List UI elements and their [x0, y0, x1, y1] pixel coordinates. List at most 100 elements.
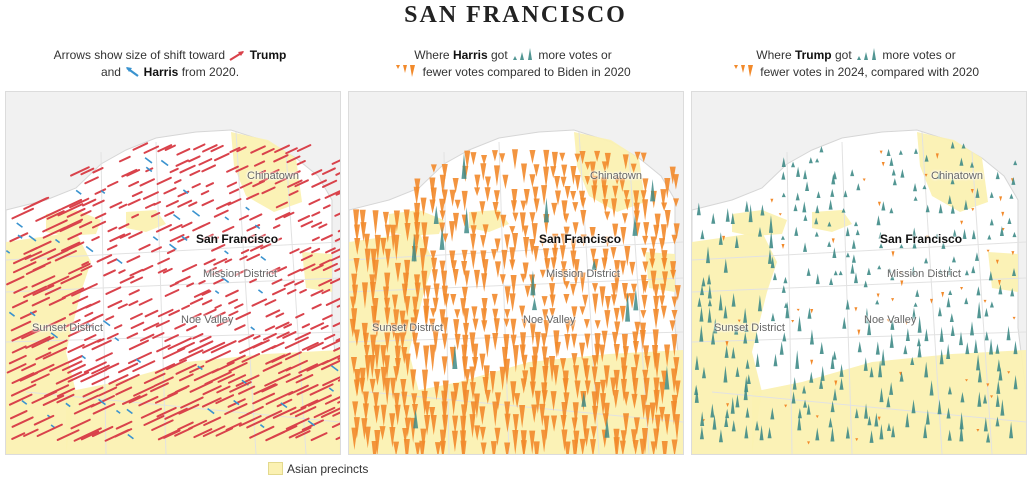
- fewer-votes-spike: [640, 394, 647, 420]
- fewer-votes-spike: [399, 310, 406, 332]
- trump-shift-arrow: [205, 182, 215, 188]
- trump-shift-arrow: [164, 144, 176, 151]
- trump-shift-arrow: [141, 264, 154, 272]
- fewer-votes-spike: [653, 308, 660, 330]
- fewer-votes-spike: [986, 249, 990, 253]
- trump-shift-arrow: [81, 198, 97, 207]
- fewer-votes-spike: [479, 406, 486, 425]
- trump-shift-arrow: [6, 275, 25, 286]
- trump-shift-arrow: [202, 385, 222, 396]
- fewer-votes-spike: [602, 413, 609, 428]
- trump-shift-arrow: [12, 261, 37, 274]
- more-votes-spike: [815, 273, 820, 285]
- more-votes-spike: [877, 265, 882, 270]
- more-votes-spike: [1000, 399, 1005, 416]
- fewer-votes-spike: [352, 401, 359, 419]
- fewer-votes-spike: [401, 346, 408, 364]
- trump-shift-arrow: [94, 188, 107, 195]
- fewer-votes-spike: [532, 245, 539, 263]
- trump-shift-arrow: [32, 284, 55, 296]
- trump-shift-arrow: [139, 178, 155, 187]
- more-votes-spike: [697, 297, 702, 307]
- more-votes-spike: [948, 290, 953, 295]
- fewer-votes-spike: [354, 238, 361, 255]
- fewer-votes-spike: [484, 334, 491, 358]
- more-votes-spike: [700, 411, 705, 426]
- more-votes-spike: [701, 277, 706, 287]
- fewer-votes-spike: [960, 286, 964, 291]
- fewer-votes-spike: [441, 164, 448, 181]
- fewer-votes-spike: [420, 428, 427, 451]
- fewer-votes-spike: [592, 283, 599, 293]
- more-votes-spike: [984, 307, 989, 317]
- trump-shift-arrow: [201, 290, 212, 296]
- fewer-votes-spike: [600, 393, 607, 416]
- fewer-votes-spike: [369, 378, 376, 394]
- fewer-votes-spike: [529, 238, 536, 256]
- fewer-votes-spikes-icon: [396, 65, 416, 77]
- fewer-votes-spike: [402, 319, 409, 337]
- trump-shift-arrow: [226, 354, 246, 365]
- trump-shift-arrow: [175, 159, 190, 167]
- fewer-votes-spike: [594, 381, 601, 408]
- fewer-votes-spike: [349, 318, 356, 338]
- fewer-votes-spike: [891, 298, 895, 302]
- fewer-votes-spike: [551, 415, 558, 432]
- fewer-votes-spike: [461, 249, 468, 264]
- more-votes-spike: [961, 143, 966, 149]
- fewer-votes-spike: [624, 246, 631, 267]
- fewer-votes-spike: [469, 332, 476, 355]
- fewer-votes-spike: [472, 357, 479, 372]
- fewer-votes-spike: [423, 345, 430, 372]
- trump-shift-arrow: [289, 248, 300, 255]
- fewer-votes-spike: [510, 381, 517, 406]
- trump-shift-arrow: [90, 395, 115, 408]
- trump-shift-arrow: [236, 146, 247, 153]
- more-votes-spike: [970, 161, 975, 168]
- trump-shift-arrow: [48, 296, 66, 306]
- trump-shift-arrow: [213, 152, 230, 162]
- trump-shift-arrow: [285, 147, 298, 155]
- harris-shift-arrow: [245, 206, 250, 211]
- caption-text: got: [490, 48, 508, 62]
- trump-shift-arrow: [42, 219, 68, 233]
- fewer-votes-spike: [404, 222, 411, 242]
- road-line: [235, 131, 257, 454]
- more-votes-spike: [984, 331, 989, 341]
- fewer-votes-spike: [521, 318, 528, 329]
- fewer-votes-spike: [384, 272, 391, 298]
- fewer-votes-spike: [990, 395, 994, 399]
- fewer-votes-spike: [393, 309, 400, 333]
- fewer-votes-spike: [362, 403, 369, 423]
- trump-shift-arrow: [61, 287, 85, 299]
- fewer-votes-spike: [529, 150, 536, 164]
- trump-shift-arrow: [320, 324, 329, 330]
- more-votes-spike: [863, 357, 868, 371]
- fewer-votes-spike: [533, 441, 540, 454]
- harris-shift-arrow: [21, 399, 28, 405]
- fewer-votes-spike: [664, 178, 671, 199]
- road-line: [921, 131, 943, 454]
- harris-shift-arrow: [16, 222, 23, 228]
- trump-shift-arrow: [181, 221, 193, 229]
- fewer-votes-spike: [479, 353, 486, 372]
- fewer-votes-spike: [619, 178, 626, 192]
- trump-shift-arrow: [105, 315, 115, 321]
- more-votes-spike: [892, 178, 897, 186]
- fewer-votes-spike: [452, 415, 459, 435]
- harris-shift-arrow: [29, 311, 36, 317]
- page-title: SAN FRANCISCO: [404, 2, 627, 28]
- trump-shift-arrow: [9, 410, 28, 420]
- trump-shift-arrow: [43, 317, 67, 329]
- fewer-votes-spike: [674, 285, 681, 301]
- fewer-votes-spike: [659, 406, 666, 423]
- fewer-votes-spike: [622, 346, 629, 362]
- more-votes-spike: [898, 149, 903, 155]
- more-votes-spike: [950, 141, 955, 149]
- fewer-votes-spike: [384, 307, 391, 328]
- more-votes-spike: [864, 403, 869, 419]
- fewer-votes-spike: [441, 189, 448, 205]
- fewer-votes-spike: [671, 439, 678, 454]
- fewer-votes-spike: [561, 269, 568, 286]
- fewer-votes-spike: [412, 404, 419, 419]
